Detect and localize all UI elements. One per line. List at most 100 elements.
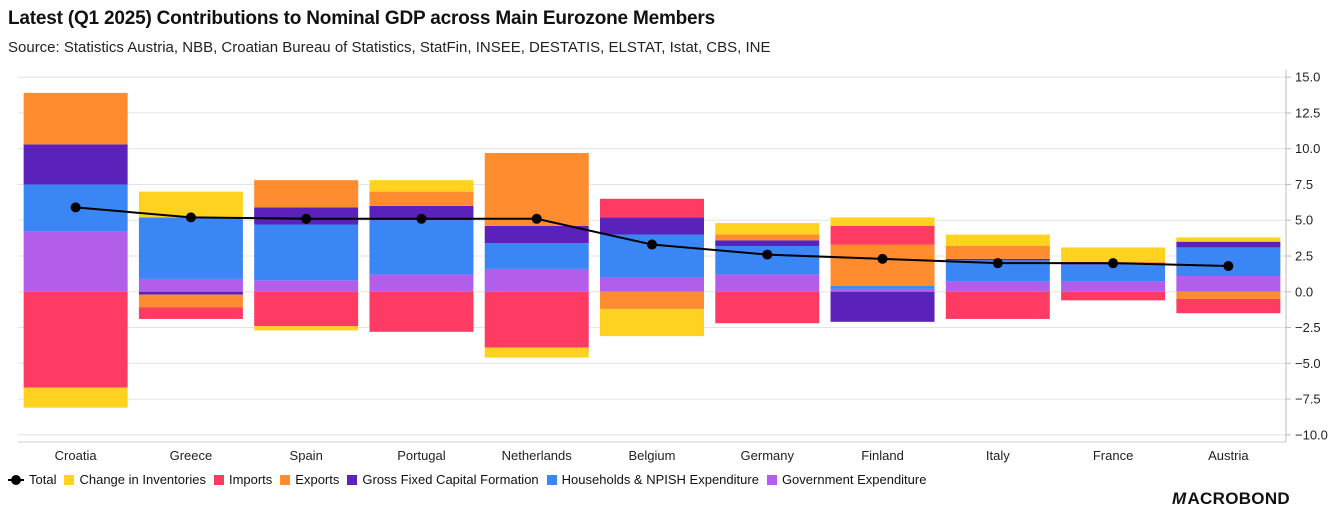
legend-label: Imports: [228, 472, 273, 487]
total-line: [70, 202, 1234, 272]
bar-imports-belgium: [600, 198, 704, 218]
total-point-portugal: [416, 213, 427, 224]
total-point-france: [1108, 258, 1119, 269]
bar-imports-portugal: [369, 291, 474, 332]
legend-item-households: Households & NPISH Expenditure: [546, 472, 759, 487]
bar-imports-greece: [138, 307, 243, 319]
bar-government-greece: [138, 278, 243, 292]
legend-swatch: [64, 474, 75, 485]
x-tick-label: Italy: [986, 448, 1010, 463]
bar-households-france: [1061, 264, 1166, 282]
total-point-finland: [877, 253, 888, 264]
bar-imports-italy: [945, 291, 1050, 319]
legend-label: Exports: [295, 472, 340, 487]
bar-government-italy: [945, 281, 1050, 292]
x-tick-label: Netherlands: [502, 448, 573, 463]
legend: Total Change in Inventories Imports Exports…: [8, 472, 934, 487]
bar-imports-germany: [715, 291, 820, 324]
bar-government-netherlands: [484, 268, 589, 292]
bar-imports-spain: [254, 291, 359, 327]
bar-inventories-italy: [945, 234, 1050, 246]
bar-imports-finland: [830, 225, 935, 245]
chart-title: Latest (Q1 2025) Contributions to Nomina…: [8, 8, 715, 29]
y-tick-label: 15.0: [1295, 70, 1320, 85]
logo-text: ACROBOND: [1187, 489, 1290, 508]
bar-government-belgium: [600, 277, 704, 292]
x-axis-labels: Croatia Greece Spain Portugal Netherlands Bel…: [55, 448, 1250, 463]
bar-inventories-austria: [1176, 237, 1281, 242]
y-tick-label: −2.5: [1295, 320, 1321, 335]
bar-gfcf-portugal: [369, 205, 474, 221]
bar-inventories-spain: [254, 326, 359, 331]
total-point-greece: [185, 212, 196, 223]
y-tick-label: 10.0: [1295, 141, 1320, 156]
bar-government-spain: [254, 280, 359, 292]
x-tick-label: Spain: [290, 448, 323, 463]
bar-government-france: [1061, 281, 1166, 292]
bar-exports-croatia: [23, 92, 128, 145]
y-tick-label: 5.0: [1295, 213, 1313, 228]
bar-households-finland: [830, 286, 935, 289]
bar-inventories-germany: [715, 223, 820, 235]
bar-gfcf-croatia: [23, 144, 128, 185]
bar-exports-belgium: [600, 291, 704, 309]
legend-label: Change in Inventories: [79, 472, 206, 487]
y-tick-label: 12.5: [1295, 105, 1320, 120]
bar-imports-france: [1061, 291, 1166, 301]
bar-exports-finland: [830, 244, 935, 287]
total-point-netherlands: [531, 213, 542, 224]
y-tick-label: −7.5: [1295, 392, 1321, 407]
total-point-italy: [992, 258, 1003, 269]
legend-label: Total: [29, 472, 57, 487]
x-tick-label: Croatia: [55, 448, 98, 463]
legend-item-inventories: Change in Inventories: [64, 472, 206, 487]
legend-swatch: [280, 474, 291, 485]
total-point-spain: [301, 213, 312, 224]
bar-imports-austria: [1176, 298, 1281, 314]
x-tick-label: France: [1093, 448, 1133, 463]
bar-exports-spain: [254, 180, 359, 208]
legend-swatch: [213, 474, 224, 485]
bars: [23, 92, 1281, 408]
x-tick-label: Belgium: [629, 448, 676, 463]
total-point-germany: [762, 249, 773, 260]
bar-households-spain: [254, 224, 359, 281]
bar-government-portugal: [369, 274, 474, 292]
bar-households-italy: [945, 260, 1050, 282]
bar-inventories-france: [1061, 247, 1166, 262]
legend-swatch: [546, 474, 557, 485]
line-marker-icon: [8, 474, 24, 485]
total-point-austria: [1223, 261, 1234, 272]
bar-government-austria: [1176, 276, 1281, 292]
x-tick-label: Greece: [170, 448, 213, 463]
legend-item-government: Government Expenditure: [766, 472, 926, 487]
bar-imports-netherlands: [484, 291, 589, 348]
y-tick-label: 7.5: [1295, 177, 1313, 192]
bar-exports-italy: [945, 245, 1050, 259]
legend-item-gfcf: Gross Fixed Capital Formation: [347, 472, 539, 487]
bar-inventories-netherlands: [484, 347, 589, 358]
bar-government-germany: [715, 274, 820, 292]
bar-households-greece: [138, 217, 243, 279]
bar-exports-portugal: [369, 191, 474, 206]
bar-gfcf-netherlands: [484, 225, 589, 244]
bar-gfcf-finland: [830, 291, 935, 322]
bar-gfcf-greece: [138, 291, 243, 295]
y-tick-label: −5.0: [1295, 356, 1321, 371]
bar-government-croatia: [23, 231, 128, 292]
bar-inventories-croatia: [23, 387, 128, 408]
bar-households-portugal: [369, 220, 474, 275]
bar-exports-greece: [138, 294, 243, 308]
bar-households-netherlands: [484, 243, 589, 269]
bar-inventories-belgium: [600, 308, 704, 337]
x-tick-label: Portugal: [397, 448, 446, 463]
bar-gfcf-belgium: [600, 217, 704, 235]
chart-subtitle: Source: Statistics Austria, NBB, Croatia…: [8, 39, 771, 56]
x-tick-label: Germany: [741, 448, 795, 463]
bar-exports-germany: [715, 234, 820, 241]
logo-mark: M: [1172, 489, 1187, 508]
total-point-belgium: [647, 239, 657, 250]
legend-label: Households & NPISH Expenditure: [561, 472, 759, 487]
y-tick-label: −10.0: [1295, 427, 1328, 442]
